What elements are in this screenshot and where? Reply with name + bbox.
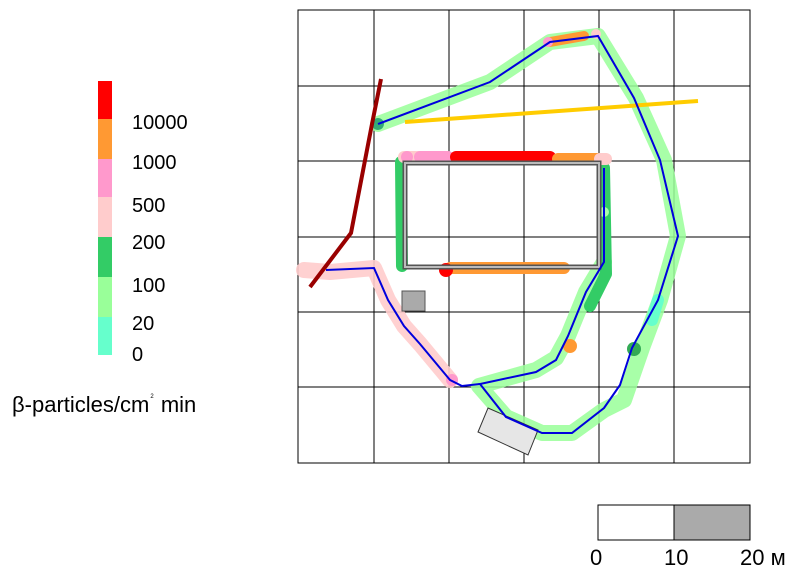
map-grid xyxy=(297,9,751,464)
legend-label-200: 200 xyxy=(132,232,166,254)
scale-label-20: 20 м xyxy=(740,545,786,570)
spot-pink xyxy=(401,151,413,163)
legend-label-10000: 10000 xyxy=(132,112,188,134)
scale-bar-segment-white xyxy=(597,504,675,541)
small-structure xyxy=(401,290,426,312)
unit-suffix: min xyxy=(160,392,197,417)
legend-label-1000: 1000 xyxy=(132,152,177,174)
legend-swatch-10000 xyxy=(98,81,112,119)
survey-route-left xyxy=(325,266,481,388)
dark-red-line xyxy=(308,78,383,289)
yellow-line xyxy=(404,99,699,124)
legend-label-500: 500 xyxy=(132,195,166,217)
scale-label-0: 0 xyxy=(590,545,603,570)
band-green-left-wall xyxy=(395,156,408,272)
scale-bar-segment-grey xyxy=(673,504,751,541)
legend-label-100: 100 xyxy=(132,275,166,297)
legend-label-20: 20 xyxy=(132,313,155,335)
unit-superscript: 2 xyxy=(150,394,154,400)
scale-label-10: 10 xyxy=(664,545,689,570)
unit-prefix: β-particles/cm xyxy=(12,392,150,417)
legend-unit-label: β-particles/cm2 min xyxy=(12,392,196,418)
legend-swatch-200 xyxy=(98,197,112,237)
legend-swatch-500 xyxy=(98,159,112,197)
legend-swatch-100 xyxy=(98,237,112,277)
structure-tilted xyxy=(477,407,539,456)
survey-route xyxy=(377,34,680,434)
legend-swatch-1000 xyxy=(98,119,112,159)
legend-label-0: 0 xyxy=(132,344,144,366)
building-inner xyxy=(404,162,600,268)
spot-orange xyxy=(563,339,577,353)
legend-swatch-20 xyxy=(98,277,112,317)
legend-swatch-0 xyxy=(98,317,112,355)
